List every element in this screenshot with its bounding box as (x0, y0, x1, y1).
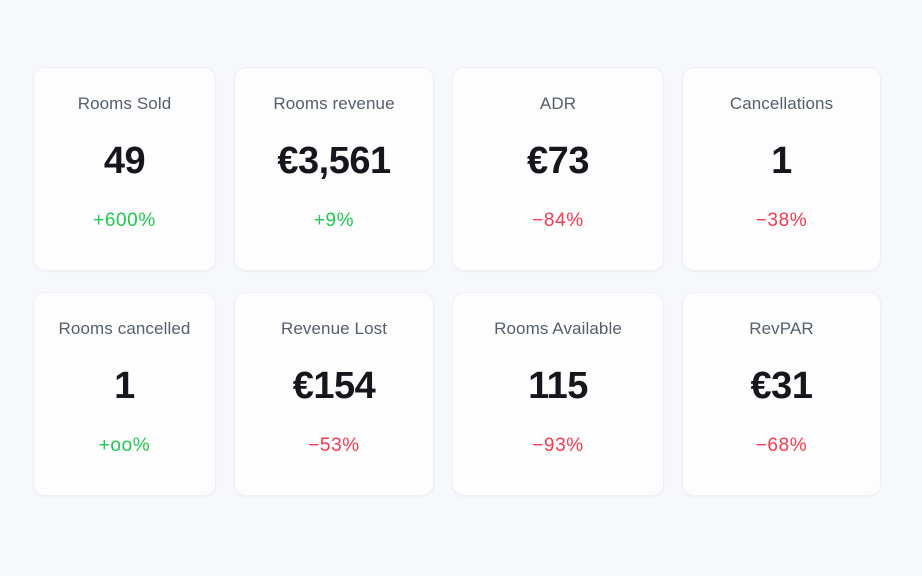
kpi-value: 115 (528, 365, 588, 408)
kpi-value: 1 (771, 140, 792, 183)
kpi-delta: −53% (308, 434, 360, 456)
kpi-card-cancellations: Cancellations 1 −38% (682, 67, 881, 271)
kpi-delta: −93% (532, 434, 584, 456)
kpi-card-adr: ADR €73 −84% (452, 67, 664, 271)
kpi-label: Rooms Sold (77, 94, 172, 113)
kpi-delta: −68% (755, 434, 808, 456)
kpi-value: €154 (292, 365, 376, 408)
kpi-card-grid: Rooms Sold 49 +600% Rooms revenue €3,561… (33, 67, 881, 496)
kpi-label: Cancellations (729, 94, 834, 113)
kpi-delta: +9% (313, 209, 355, 231)
kpi-card-rooms-sold: Rooms Sold 49 +600% (33, 67, 216, 271)
kpi-value: €73 (527, 140, 589, 183)
kpi-value: €31 (750, 365, 813, 408)
kpi-value: €3,561 (277, 140, 391, 183)
kpi-delta: −84% (532, 209, 584, 231)
kpi-card-rooms-revenue: Rooms revenue €3,561 +9% (234, 67, 434, 271)
kpi-delta: +600% (93, 209, 156, 231)
kpi-delta: −38% (755, 209, 808, 231)
kpi-label: Rooms cancelled (58, 319, 191, 338)
kpi-label: Rooms Available (494, 319, 622, 338)
kpi-value: 49 (103, 140, 146, 183)
kpi-card-revpar: RevPAR €31 −68% (682, 292, 881, 496)
kpi-label: Revenue Lost (280, 319, 388, 338)
kpi-label: RevPAR (749, 319, 814, 338)
kpi-label: Rooms revenue (273, 94, 395, 113)
kpi-delta: +oo% (98, 434, 151, 456)
kpi-card-revenue-lost: Revenue Lost €154 −53% (234, 292, 434, 496)
kpi-card-rooms-available: Rooms Available 115 −93% (452, 292, 664, 496)
kpi-value: 1 (114, 365, 135, 408)
kpi-label: ADR (539, 94, 577, 113)
kpi-card-rooms-cancelled: Rooms cancelled 1 +oo% (33, 292, 216, 496)
